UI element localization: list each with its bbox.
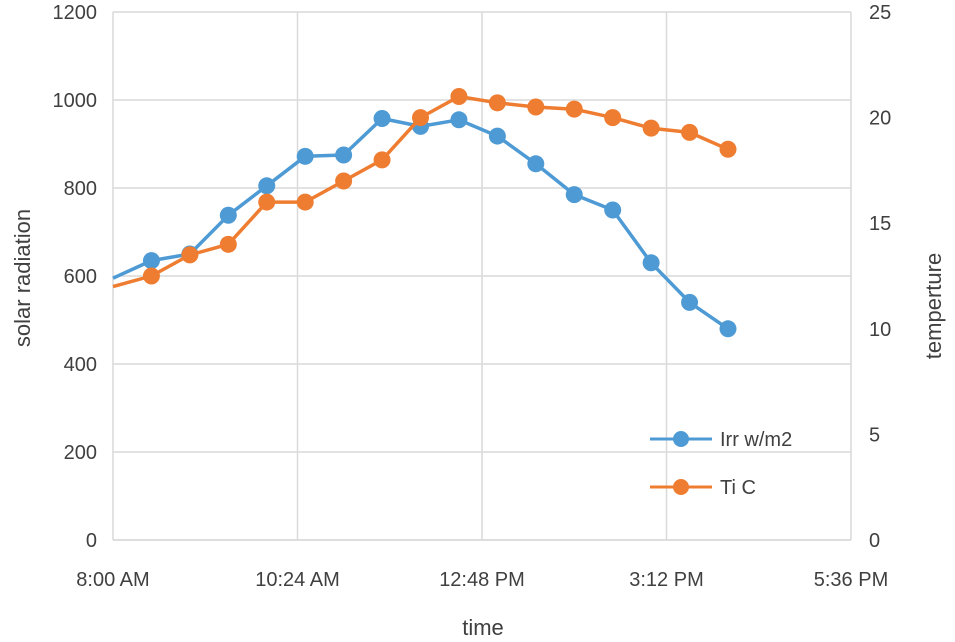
data-point-irr [565,186,583,204]
data-point-ti [296,193,314,211]
y-left-tick-label: 400 [64,354,97,376]
data-point-irr [642,254,660,272]
series-ti [112,87,737,289]
legend-entry-ti: Ti C [650,477,756,499]
data-point-irr [142,252,160,270]
data-point-ti [181,246,199,264]
data-point-irr [450,111,468,129]
legend-marker-irr [673,431,689,447]
y-axis-right-title: temperture [921,253,946,359]
data-point-ti [604,109,622,127]
data-point-irr [681,293,699,311]
y-left-tick-label: 1200 [53,2,98,24]
x-tick-label: 3:12 PM [629,569,703,591]
data-point-ti [258,193,276,211]
y-right-tick-label: 20 [869,108,891,130]
legend-label-ti: Ti C [720,477,756,499]
x-tick-label: 10:24 AM [255,569,340,591]
data-point-irr [335,146,353,164]
x-tick-label: 12:48 PM [439,569,525,591]
data-point-irr [219,206,237,224]
grid [112,11,852,541]
data-point-ti [412,109,429,127]
y-right-tick-label: 15 [869,213,891,235]
legend-entry-irr: Irr w/m2 [650,429,792,451]
y-left-tick-label: 1000 [53,90,98,112]
data-point-irr [604,201,622,219]
data-point-irr [258,177,276,195]
y-left-tick-label: 600 [64,266,97,288]
series-group [112,87,737,338]
data-point-ti [488,94,506,112]
data-point-ti [450,87,468,105]
y-left-tick-label: 0 [86,530,97,552]
x-axis-title: time [462,615,504,640]
data-point-irr [373,109,391,127]
data-point-ti [142,267,160,285]
data-point-ti [219,235,237,253]
y-right-tick-label: 5 [869,424,880,446]
y-left-tick-label: 200 [64,442,97,464]
legend-label-irr: Irr w/m2 [720,429,792,451]
legend: Irr w/m2 Ti C [650,429,792,499]
y-right-tick-label: 25 [869,2,891,24]
data-point-ti [527,98,545,116]
series-irr [112,109,737,338]
data-point-ti [681,123,699,141]
y-right-tick-label: 10 [869,319,891,341]
y-axis-left-title: solar radiation [10,209,35,347]
legend-marker-ti [673,479,689,495]
data-point-irr [527,155,545,173]
data-point-irr [488,127,506,145]
x-tick-label: 5:36 PM [814,569,888,591]
y-right-tick-label: 0 [869,530,880,552]
x-tick-label: 8:00 AM [76,569,149,591]
data-point-ti [373,151,391,169]
data-point-irr [719,320,737,338]
data-point-ti [719,140,737,158]
data-point-ti [565,100,583,118]
y-left-tick-label: 800 [64,178,97,200]
data-point-ti [335,172,353,190]
data-point-irr [296,147,314,165]
data-point-ti [642,119,660,137]
series-line-irr [112,116,729,331]
